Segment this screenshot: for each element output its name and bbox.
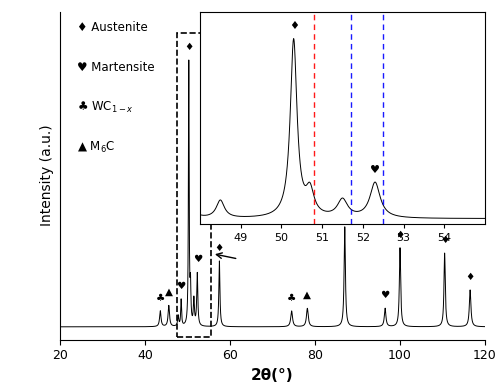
Text: ♦: ♦ xyxy=(288,21,298,31)
Bar xyxy=(177,33,211,337)
X-axis label: 2θ(°): 2θ(°) xyxy=(251,368,294,383)
Text: ♦: ♦ xyxy=(215,243,224,253)
Text: ♣: ♣ xyxy=(287,293,296,303)
Text: ♥: ♥ xyxy=(380,290,390,300)
Text: ♥ Martensite: ♥ Martensite xyxy=(77,61,154,74)
Text: ▲: ▲ xyxy=(304,290,312,300)
Text: ♦: ♦ xyxy=(184,42,194,52)
Text: ♦: ♦ xyxy=(466,272,475,282)
Text: ♦ Austenite: ♦ Austenite xyxy=(77,21,148,34)
Text: ♣ WC$_{1-x}$: ♣ WC$_{1-x}$ xyxy=(77,100,134,115)
Text: ▲ M$_6$C: ▲ M$_6$C xyxy=(77,139,115,155)
Y-axis label: Intensity (a.u.): Intensity (a.u.) xyxy=(40,125,54,227)
Text: ♦: ♦ xyxy=(440,235,449,245)
Text: ♥: ♥ xyxy=(192,254,202,264)
Text: ♥: ♥ xyxy=(176,281,186,291)
Text: ♦: ♦ xyxy=(340,209,349,219)
Text: ♦: ♦ xyxy=(396,230,404,240)
Text: ♥: ♥ xyxy=(370,165,380,175)
Text: ▲: ▲ xyxy=(165,287,173,297)
Text: ♣: ♣ xyxy=(156,293,165,303)
